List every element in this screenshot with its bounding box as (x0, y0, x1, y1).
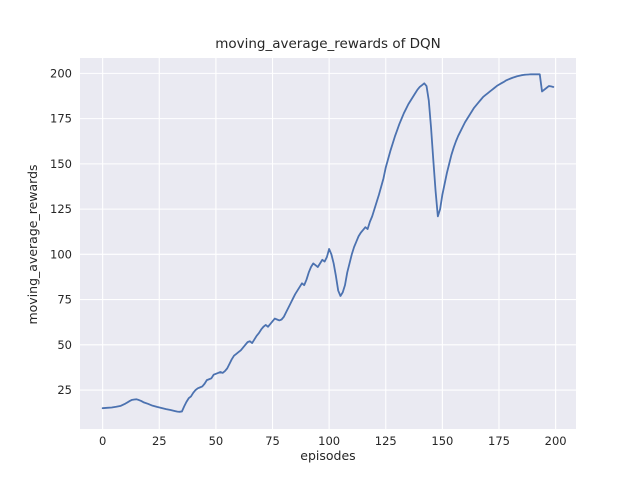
x-tick-label: 25 (152, 434, 167, 448)
data-line-moving_average_rewards (101, 73, 555, 413)
y-tick-label: 150 (50, 157, 72, 171)
chart-title: moving_average_rewards of DQN (215, 36, 441, 52)
x-tick-label: 50 (209, 434, 224, 448)
x-tick-label: 125 (375, 434, 397, 448)
x-axis-label: episodes (300, 448, 356, 463)
x-tick-label: 0 (99, 434, 106, 448)
x-tick-label: 150 (431, 434, 453, 448)
y-tick-label: 125 (50, 202, 72, 216)
y-tick-label: 50 (57, 338, 72, 352)
y-tick-label: 200 (50, 66, 72, 80)
y-tick-label: 175 (50, 112, 72, 126)
y-axis-label: moving_average_rewards (25, 164, 40, 325)
y-tick-label: 100 (50, 247, 72, 261)
x-tick-label: 175 (488, 434, 510, 448)
x-tick-label: 100 (318, 434, 340, 448)
axes-background (80, 58, 576, 429)
x-tick-label: 75 (265, 434, 280, 448)
y-tick-label: 75 (57, 293, 72, 307)
y-tick-label: 25 (57, 383, 72, 397)
x-tick-label: 200 (545, 434, 567, 448)
